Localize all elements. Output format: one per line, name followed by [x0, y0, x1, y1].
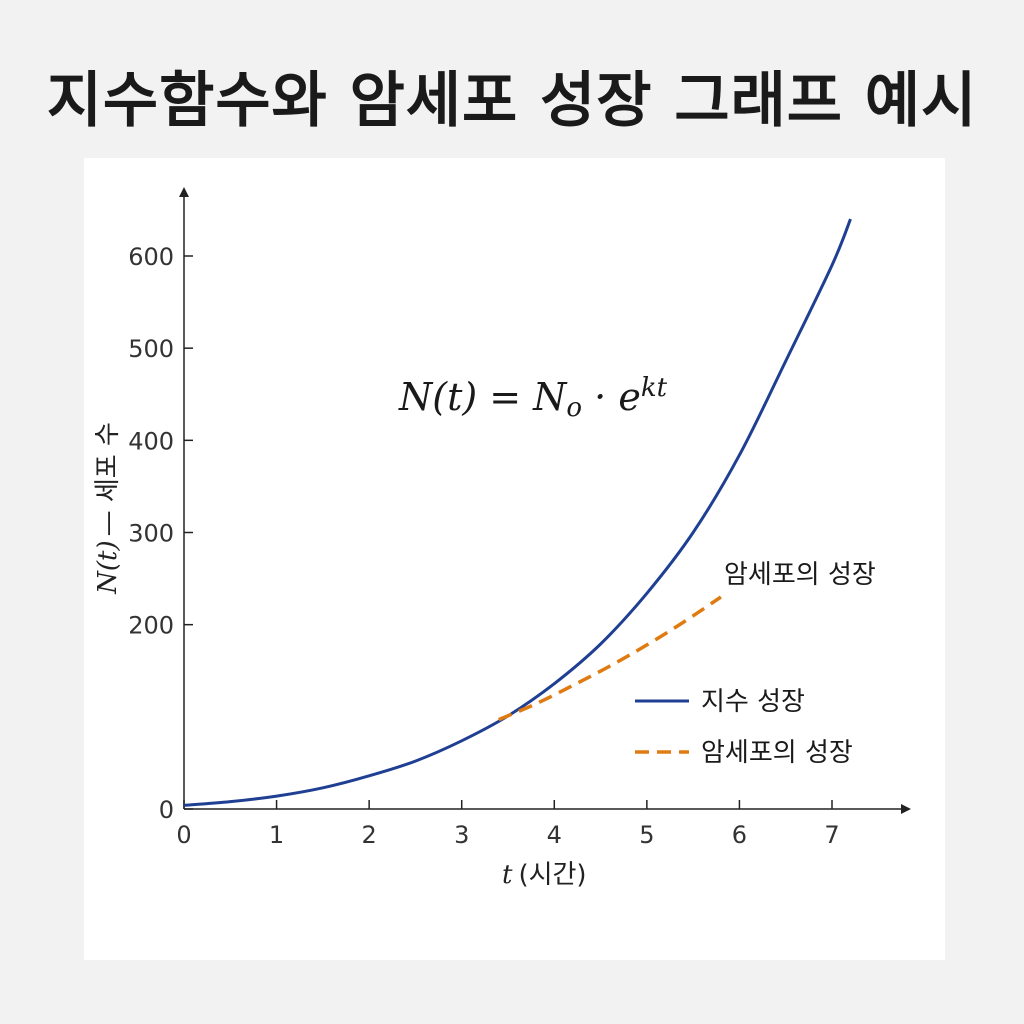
x-tick-label: 0 [176, 821, 191, 849]
series-line-exponential [183, 218, 852, 807]
x-ticks: 0 1 2 3 4 5 6 7 [176, 800, 840, 849]
y-ticks: 0 200 300 400 500 600 [128, 243, 193, 824]
y-tick-label: 300 [128, 520, 174, 548]
page-title: 지수함수와 암세포 성장 그래프 예시 [46, 66, 978, 136]
legend-label-exponential: 지수 성장 [701, 687, 805, 717]
y-tick-label: 600 [128, 243, 174, 271]
y-axis-title: N(t)— 세포 수 [93, 422, 123, 595]
x-tick-label: 7 [824, 821, 839, 849]
legend: 지수 성장 암세포의 성장 [635, 687, 853, 768]
cancer-curve-annotation: 암세포의 성장 [724, 560, 876, 590]
y-tick-label: 500 [128, 335, 174, 363]
chart: 0 1 2 3 4 5 6 7 0 200 300 400 500 600 N(t) = No · ek… [93, 187, 911, 890]
x-tick-label: 2 [362, 821, 377, 849]
series-line-cancer [498, 595, 722, 722]
legend-label-cancer: 암세포의 성장 [701, 738, 853, 768]
y-tick-label: 200 [128, 612, 174, 640]
y-tick-label: 0 [159, 796, 174, 824]
x-tick-label: 1 [269, 821, 284, 849]
chart-panel: 0 1 2 3 4 5 6 7 0 200 300 400 500 600 N(t) = No · ek… [84, 158, 945, 960]
x-tick-label: 4 [547, 821, 562, 849]
formula: N(t) = No · ekt [398, 373, 668, 423]
x-axis-title: t (시간) [502, 860, 587, 890]
x-tick-label: 3 [454, 821, 469, 849]
x-tick-label: 5 [639, 821, 654, 849]
y-tick-label: 400 [128, 427, 174, 455]
x-tick-label: 6 [732, 821, 747, 849]
